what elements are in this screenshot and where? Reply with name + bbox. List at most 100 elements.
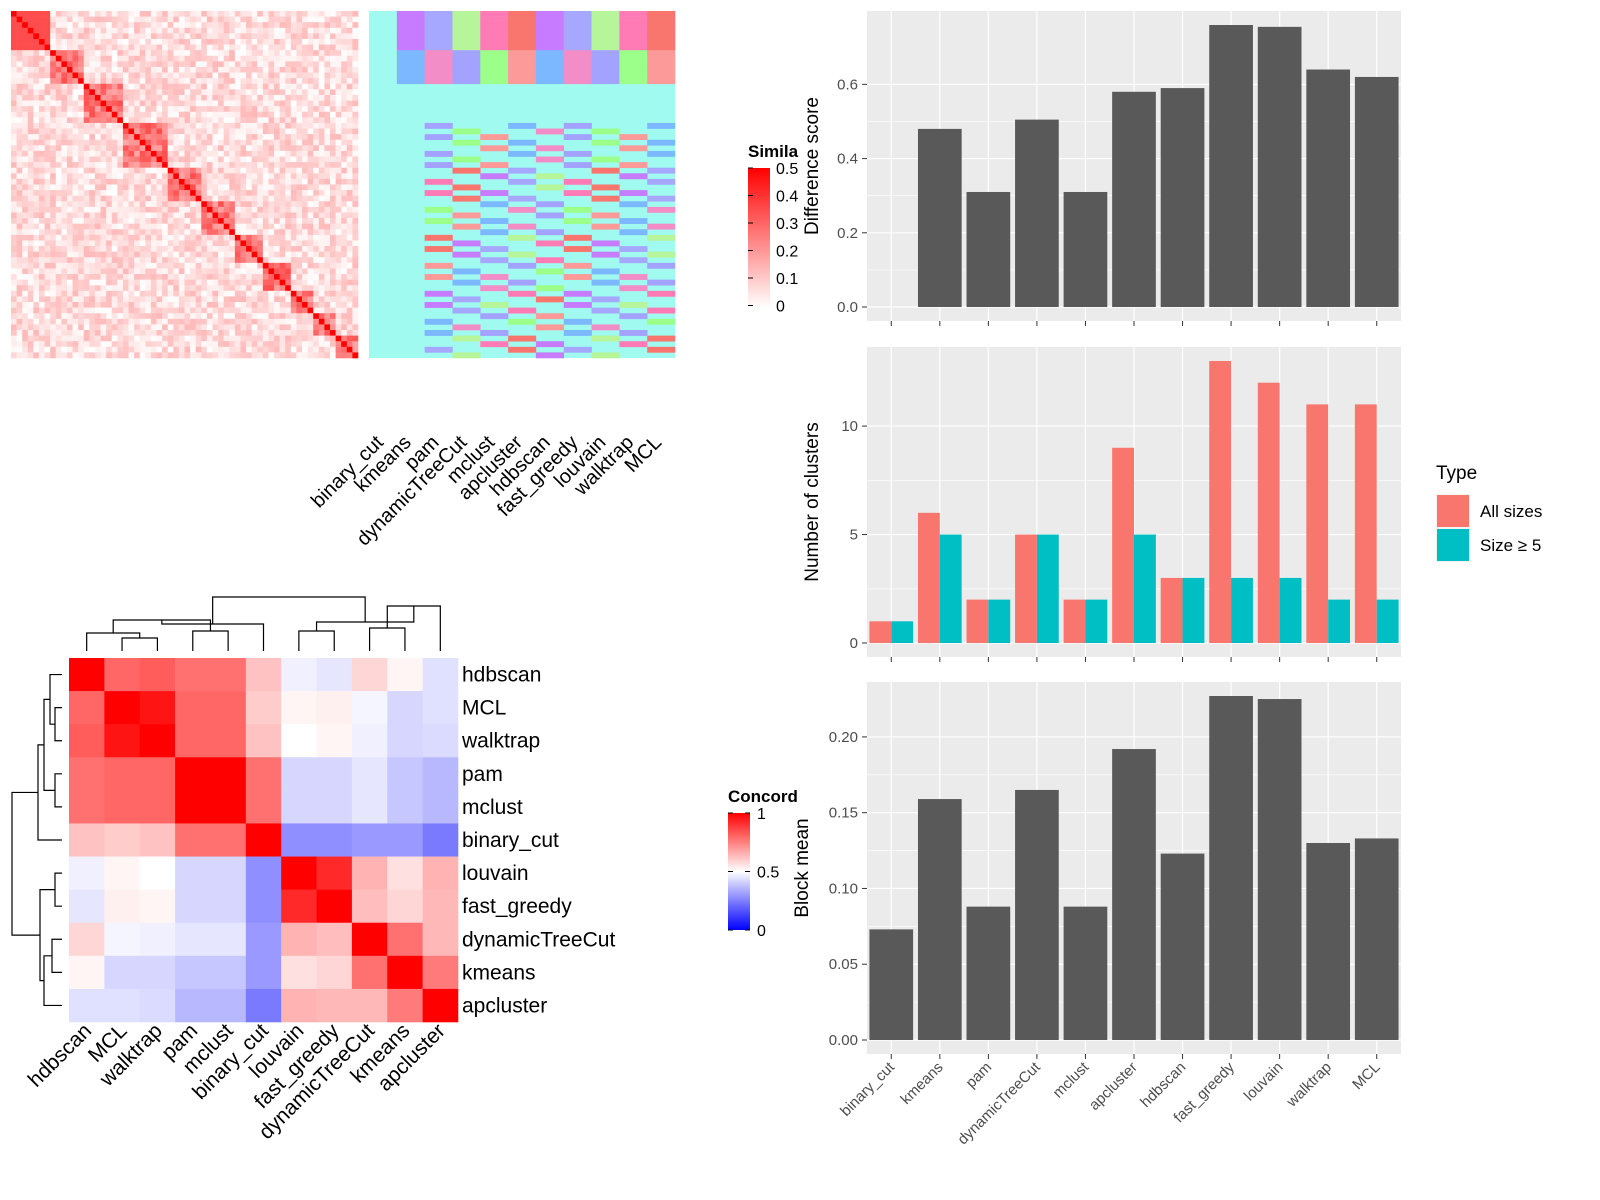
similarity-cell (296, 234, 303, 241)
similarity-cell (212, 122, 219, 129)
similarity-cell (212, 218, 219, 224)
similarity-cell (184, 246, 191, 252)
similarity-cell (38, 201, 45, 208)
concordance-cell (104, 988, 141, 1023)
similarity-cell (150, 72, 157, 79)
similarity-cell (128, 240, 135, 247)
similarity-cell (117, 122, 124, 129)
similarity-cell (22, 150, 29, 157)
similarity-cell (89, 335, 96, 342)
similarity-cell (16, 290, 23, 297)
similarity-cell (195, 240, 202, 247)
similarity-cell (162, 302, 169, 308)
similarity-cell (190, 94, 196, 101)
similarity-cell (122, 313, 129, 320)
similarity-cell (296, 268, 303, 275)
similarity-cell (330, 139, 336, 146)
similarity-cell (117, 66, 124, 73)
similarity-cell (111, 296, 118, 303)
similarity-cell (11, 106, 17, 113)
similarity-cell (16, 38, 23, 45)
similarity-cell (290, 229, 297, 236)
cluster-cell (452, 27, 481, 34)
legend-label: All sizes (1480, 502, 1542, 521)
cluster-cell (563, 78, 592, 85)
similarity-cell (66, 122, 73, 129)
similarity-cell (335, 16, 342, 23)
similarity-cell (55, 66, 62, 73)
similarity-cell (122, 167, 129, 174)
similarity-cell (335, 279, 342, 286)
similarity-cell (335, 66, 342, 73)
similarity-cell (22, 16, 29, 23)
similarity-cell (89, 324, 96, 331)
concordance-row-labels: hdbscanMCLwalktrappammclustbinary_cutlou… (461, 664, 615, 1018)
similarity-cell (190, 268, 196, 275)
similarity-cell (201, 61, 208, 68)
cluster-cell (535, 156, 565, 163)
similarity-cell (173, 122, 180, 129)
similarity-cell (229, 335, 236, 342)
similarity-cell (234, 285, 241, 292)
cluster-cell (591, 55, 620, 62)
similarity-cell (318, 111, 325, 118)
similarity-cell (218, 229, 224, 236)
similarity-cell (162, 173, 169, 180)
similarity-cell (61, 150, 68, 157)
similarity-cell (184, 285, 191, 292)
similarity-cell (100, 313, 107, 320)
cluster-cell (647, 167, 676, 174)
similarity-cell (229, 324, 236, 331)
similarity-cell (78, 251, 85, 258)
similarity-cell (274, 212, 280, 219)
similarity-cell (318, 313, 325, 320)
similarity-cell (240, 335, 247, 342)
similarity-cell (302, 302, 308, 308)
x-tick-label: louvain (1241, 1059, 1287, 1105)
y-axis-label: Number of clusters (802, 422, 823, 581)
similarity-cell (190, 240, 196, 247)
similarity-cell (66, 106, 73, 113)
similarity-cell (184, 195, 191, 202)
similarity-cell (139, 341, 146, 348)
similarity-cell (302, 38, 308, 45)
similarity-cell (307, 324, 314, 331)
similarity-cell (330, 111, 336, 118)
similarity-cell (128, 72, 135, 79)
similarity-cell (145, 55, 152, 62)
similarity-cell (346, 184, 353, 191)
similarity-cell (251, 22, 258, 29)
similarity-cell (307, 122, 314, 129)
cluster-cell (647, 178, 676, 185)
similarity-cell (156, 66, 163, 73)
similarity-cell (167, 290, 174, 297)
similarity-cell (218, 33, 224, 40)
similarity-cell (167, 61, 174, 68)
similarity-cell (38, 50, 45, 57)
similarity-cell (262, 100, 269, 107)
similarity-cell (346, 117, 353, 124)
similarity-cell (72, 111, 79, 118)
cluster-cell (452, 307, 481, 314)
cluster-cell (591, 279, 620, 286)
similarity-cell (285, 346, 292, 353)
similarity-cell (212, 285, 219, 292)
cluster-cell (424, 61, 453, 68)
similarity-cell (72, 257, 79, 264)
similarity-cell (268, 257, 275, 264)
similarity-cell (268, 223, 275, 230)
similarity-cell (229, 223, 236, 230)
similarity-cell (128, 195, 135, 202)
similarity-cell (290, 296, 297, 303)
similarity-cell (279, 195, 286, 202)
similarity-cell (318, 33, 325, 40)
similarity-cell (352, 134, 359, 141)
concordance-cell (139, 955, 176, 990)
similarity-cell (257, 106, 264, 113)
similarity-cell (11, 184, 17, 191)
x-tick-label: mclust (1050, 1058, 1093, 1101)
similarity-cell (38, 38, 45, 45)
cluster-cell (508, 223, 537, 230)
similarity-cell (11, 162, 17, 169)
similarity-cell (100, 190, 107, 196)
